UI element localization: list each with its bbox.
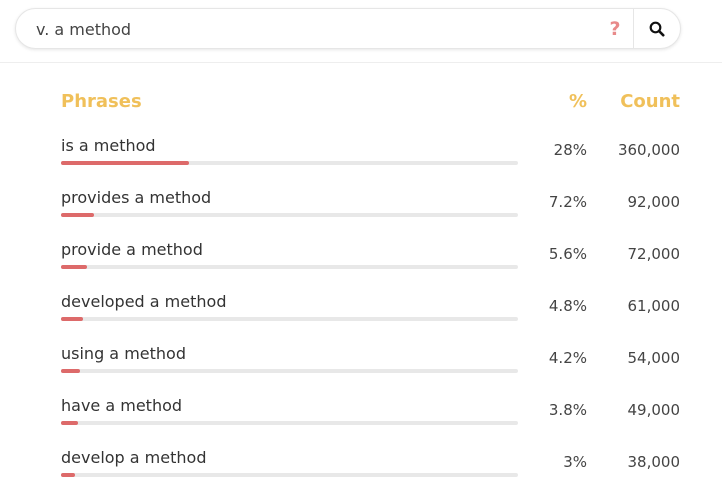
search-input[interactable]	[36, 19, 596, 39]
frequency-bar-fill	[61, 473, 75, 477]
table-row: using a method 4.2% 54,000	[0, 344, 722, 396]
column-header-count[interactable]: Count	[620, 91, 680, 112]
frequency-bar	[61, 317, 518, 321]
phrase-link[interactable]: develop a method	[61, 448, 207, 467]
table-row: developed a method 4.8% 61,000	[0, 292, 722, 344]
frequency-bar-fill	[61, 317, 83, 321]
phrase-link[interactable]: provide a method	[61, 240, 203, 259]
frequency-bar-fill	[61, 161, 189, 165]
percent-value: 7.2%	[548, 193, 587, 211]
phrase-link[interactable]: provides a method	[61, 188, 212, 207]
percent-value: 4.2%	[548, 349, 587, 367]
count-value: 92,000	[627, 193, 681, 211]
search-icon	[649, 21, 665, 37]
percent-value: 28%	[553, 141, 587, 159]
frequency-bar	[61, 265, 518, 269]
phrase-link[interactable]: using a method	[61, 344, 186, 363]
header-divider	[0, 62, 722, 63]
search-button[interactable]	[634, 9, 680, 48]
column-header-percent[interactable]: %	[568, 91, 587, 112]
frequency-bar-fill	[61, 265, 87, 269]
frequency-bar-fill	[61, 421, 79, 425]
column-header-phrases[interactable]: Phrases	[61, 91, 142, 112]
count-value: 360,000	[617, 141, 680, 159]
table-row: is a method 28% 360,000	[0, 136, 722, 188]
table-row: provides a method 7.2% 92,000	[0, 188, 722, 240]
frequency-bar	[61, 473, 518, 477]
table-row: provide a method 5.6% 72,000	[0, 240, 722, 292]
count-value: 54,000	[627, 349, 681, 367]
search-divider	[633, 9, 634, 48]
percent-value: 3.8%	[548, 401, 587, 419]
frequency-bar-fill	[61, 213, 94, 217]
phrase-link[interactable]: is a method	[61, 136, 156, 155]
table-row: have a method 3.8% 49,000	[0, 396, 722, 448]
phrase-link[interactable]: have a method	[61, 396, 183, 415]
percent-value: 5.6%	[548, 245, 587, 263]
search-bar: ?	[15, 8, 681, 49]
count-value: 49,000	[627, 401, 681, 419]
frequency-bar	[61, 161, 518, 165]
count-value: 72,000	[627, 245, 681, 263]
count-value: 61,000	[627, 297, 681, 315]
count-value: 38,000	[627, 453, 681, 471]
frequency-bar	[61, 421, 518, 425]
percent-value: 3%	[563, 453, 587, 471]
table-row: develop a method 3% 38,000	[0, 448, 722, 500]
frequency-bar-fill	[61, 369, 81, 373]
frequency-bar	[61, 213, 518, 217]
frequency-bar	[61, 369, 518, 373]
percent-value: 4.8%	[548, 297, 587, 315]
question-icon[interactable]: ?	[609, 18, 621, 40]
phrase-link[interactable]: developed a method	[61, 292, 227, 311]
